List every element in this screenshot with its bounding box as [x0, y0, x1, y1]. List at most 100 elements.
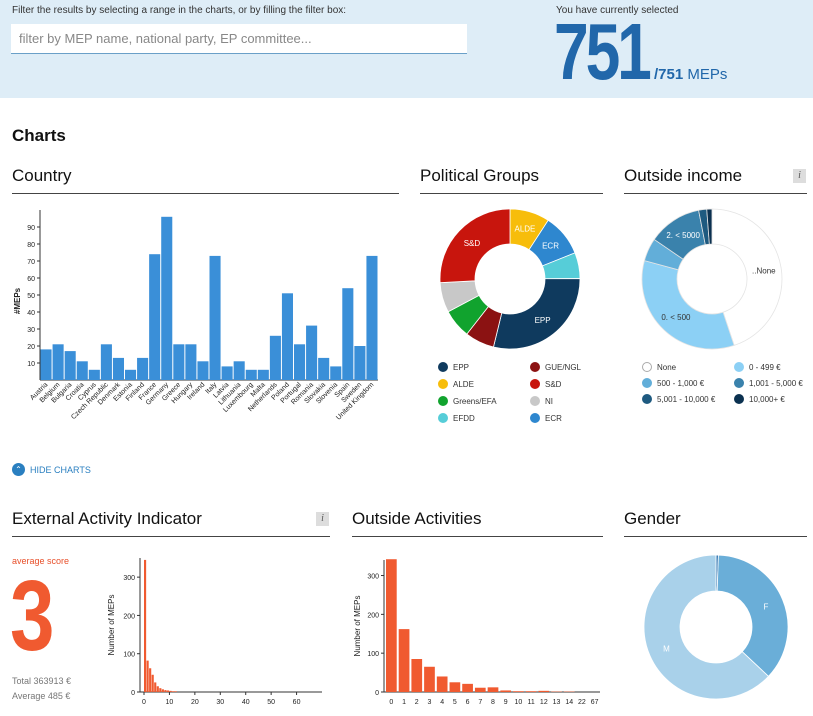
slice	[711, 208, 783, 346]
x-tick-label: 13	[553, 699, 561, 706]
hide-charts-button[interactable]: ⌃ HIDE CHARTS	[12, 463, 91, 476]
x-tick-label: 0	[389, 699, 393, 706]
groups-donut-chart[interactable]: ALDE ECR EPP S&D	[430, 200, 590, 360]
y-tick-label: 200	[367, 612, 379, 619]
bar	[233, 361, 245, 380]
legend-swatch	[642, 378, 652, 388]
y-tick-label: 200	[123, 613, 135, 620]
slice	[706, 208, 713, 245]
bar	[169, 690, 172, 692]
bar	[156, 686, 159, 692]
y-axis-label: #MEPs	[13, 287, 22, 314]
legend-swatch	[642, 362, 652, 372]
bar	[366, 255, 378, 380]
x-tick-label: 40	[242, 699, 250, 706]
bar	[171, 691, 175, 692]
country-bar-chart[interactable]: 102030405060708090#MEPsAustriaBelgiumBul…	[0, 196, 400, 432]
y-tick-label: 0	[375, 690, 379, 697]
income-donut-chart[interactable]: ..None 0. < 500 2. < 5000	[634, 200, 794, 360]
slice-label: ECR	[542, 242, 559, 251]
legend-label: EPP	[453, 362, 470, 372]
y-tick-label: 90	[27, 225, 35, 232]
legend-swatch	[438, 379, 448, 389]
bar	[449, 682, 461, 692]
x-tick-label: 4	[440, 699, 444, 706]
total-value: /751	[654, 66, 684, 83]
legend-label: 500 - 1,000 €	[657, 378, 705, 388]
gender-donut-chart[interactable]: FM	[641, 552, 791, 702]
x-tick-label: 7	[478, 699, 482, 706]
eai-info-icon[interactable]: i	[316, 512, 329, 526]
legend-item[interactable]: S&D	[530, 379, 561, 389]
bar	[125, 369, 137, 380]
slice	[439, 208, 511, 284]
eai-histogram[interactable]: 0 100 200 300 0 10 20 30 40 50 60 Number of MEPs	[100, 552, 330, 714]
legend-item[interactable]: GUE/NGL	[530, 362, 581, 372]
bar	[221, 366, 233, 380]
legend-swatch	[438, 396, 448, 406]
slice-label: ALDE	[514, 225, 535, 234]
bar	[269, 335, 281, 380]
slice	[643, 554, 769, 700]
legend-label: ALDE	[453, 379, 474, 389]
bar	[398, 629, 410, 692]
bar	[500, 690, 512, 692]
y-tick-label: 30	[27, 327, 35, 334]
legend-item[interactable]: 500 - 1,000 €	[642, 378, 704, 388]
chevron-up-icon: ⌃	[12, 463, 25, 476]
x-tick-label: 67	[591, 699, 599, 706]
legend-item[interactable]: 10,000+ €	[734, 394, 785, 404]
bar	[174, 691, 177, 692]
bar	[513, 691, 524, 692]
income-legend: None 0 - 499 € 500 - 1,000 € 1,001 - 5,000 …	[642, 362, 812, 412]
bar	[294, 344, 306, 380]
y-tick-label: 10	[27, 361, 35, 368]
legend-item[interactable]: 1,001 - 5,000 €	[734, 378, 803, 388]
bar	[386, 559, 397, 692]
legend-item[interactable]: EPP	[438, 362, 469, 372]
bar	[474, 687, 486, 692]
bar	[424, 666, 435, 692]
filter-input[interactable]	[11, 24, 467, 54]
bar	[144, 559, 147, 692]
legend-item[interactable]: Greens/EFA	[438, 396, 497, 406]
legend-label: 10,000+ €	[749, 394, 785, 404]
y-axis-label: Number of MEPs	[353, 596, 362, 657]
filter-bar: Filter the results by selecting a range …	[0, 0, 813, 98]
bar	[166, 690, 170, 692]
slice-label: 0. < 500	[661, 313, 691, 322]
bar	[161, 689, 164, 692]
legend-item[interactable]: EFDD	[438, 413, 475, 423]
bar	[462, 683, 473, 692]
legend-swatch	[530, 362, 540, 372]
legend-item[interactable]: ALDE	[438, 379, 474, 389]
y-tick-label: 100	[367, 651, 379, 658]
bar	[164, 690, 167, 692]
country-title: Country	[12, 166, 399, 194]
eai-title: External Activity Indicator	[12, 509, 330, 537]
legend-item[interactable]: None	[642, 362, 676, 372]
bar	[154, 682, 157, 692]
bar	[112, 357, 124, 380]
bar	[146, 660, 149, 692]
income-info-icon[interactable]: i	[793, 169, 806, 183]
slice-label: EPP	[535, 316, 551, 325]
bar	[137, 357, 149, 380]
legend-item[interactable]: 5,001 - 10,000 €	[642, 394, 715, 404]
legend-item[interactable]: 0 - 499 €	[734, 362, 781, 372]
legend-label: ECR	[545, 413, 562, 423]
hide-charts-label: HIDE CHARTS	[30, 464, 91, 475]
total-unit: MEPs	[683, 66, 728, 83]
legend-label: GUE/NGL	[545, 362, 582, 372]
bar	[52, 344, 64, 380]
legend-item[interactable]: ECR	[530, 413, 562, 423]
bar	[197, 361, 209, 380]
legend-item[interactable]: NI	[530, 396, 553, 406]
legend-label: NI	[545, 396, 553, 406]
legend-swatch	[734, 378, 744, 388]
charts-heading: Charts	[12, 126, 66, 145]
x-tick-label: 11	[527, 699, 534, 706]
bar	[100, 344, 112, 380]
average-score-label: average score	[12, 556, 70, 566]
